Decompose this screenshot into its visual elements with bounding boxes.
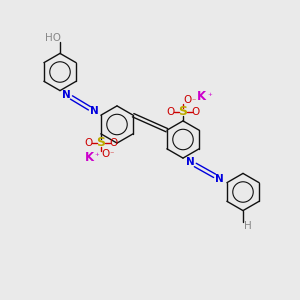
- Text: O: O: [110, 138, 118, 148]
- Text: S: S: [178, 105, 188, 119]
- Text: K: K: [85, 151, 94, 164]
- Text: N: N: [90, 106, 99, 116]
- Text: ⁺: ⁺: [207, 92, 212, 101]
- Text: O: O: [183, 95, 192, 105]
- Text: ⁻: ⁻: [191, 96, 196, 105]
- Text: H: H: [244, 221, 252, 231]
- Text: O: O: [84, 138, 92, 148]
- Text: ⁻: ⁻: [109, 149, 114, 158]
- Text: ⁺: ⁺: [95, 152, 100, 161]
- Text: O: O: [101, 149, 110, 159]
- Text: HO: HO: [45, 33, 62, 43]
- Text: O: O: [166, 107, 175, 117]
- Text: O: O: [191, 107, 200, 117]
- Text: S: S: [96, 136, 105, 149]
- Text: K: K: [197, 90, 206, 103]
- Text: N: N: [215, 174, 224, 184]
- Text: N: N: [186, 157, 194, 167]
- Text: N: N: [62, 89, 71, 100]
